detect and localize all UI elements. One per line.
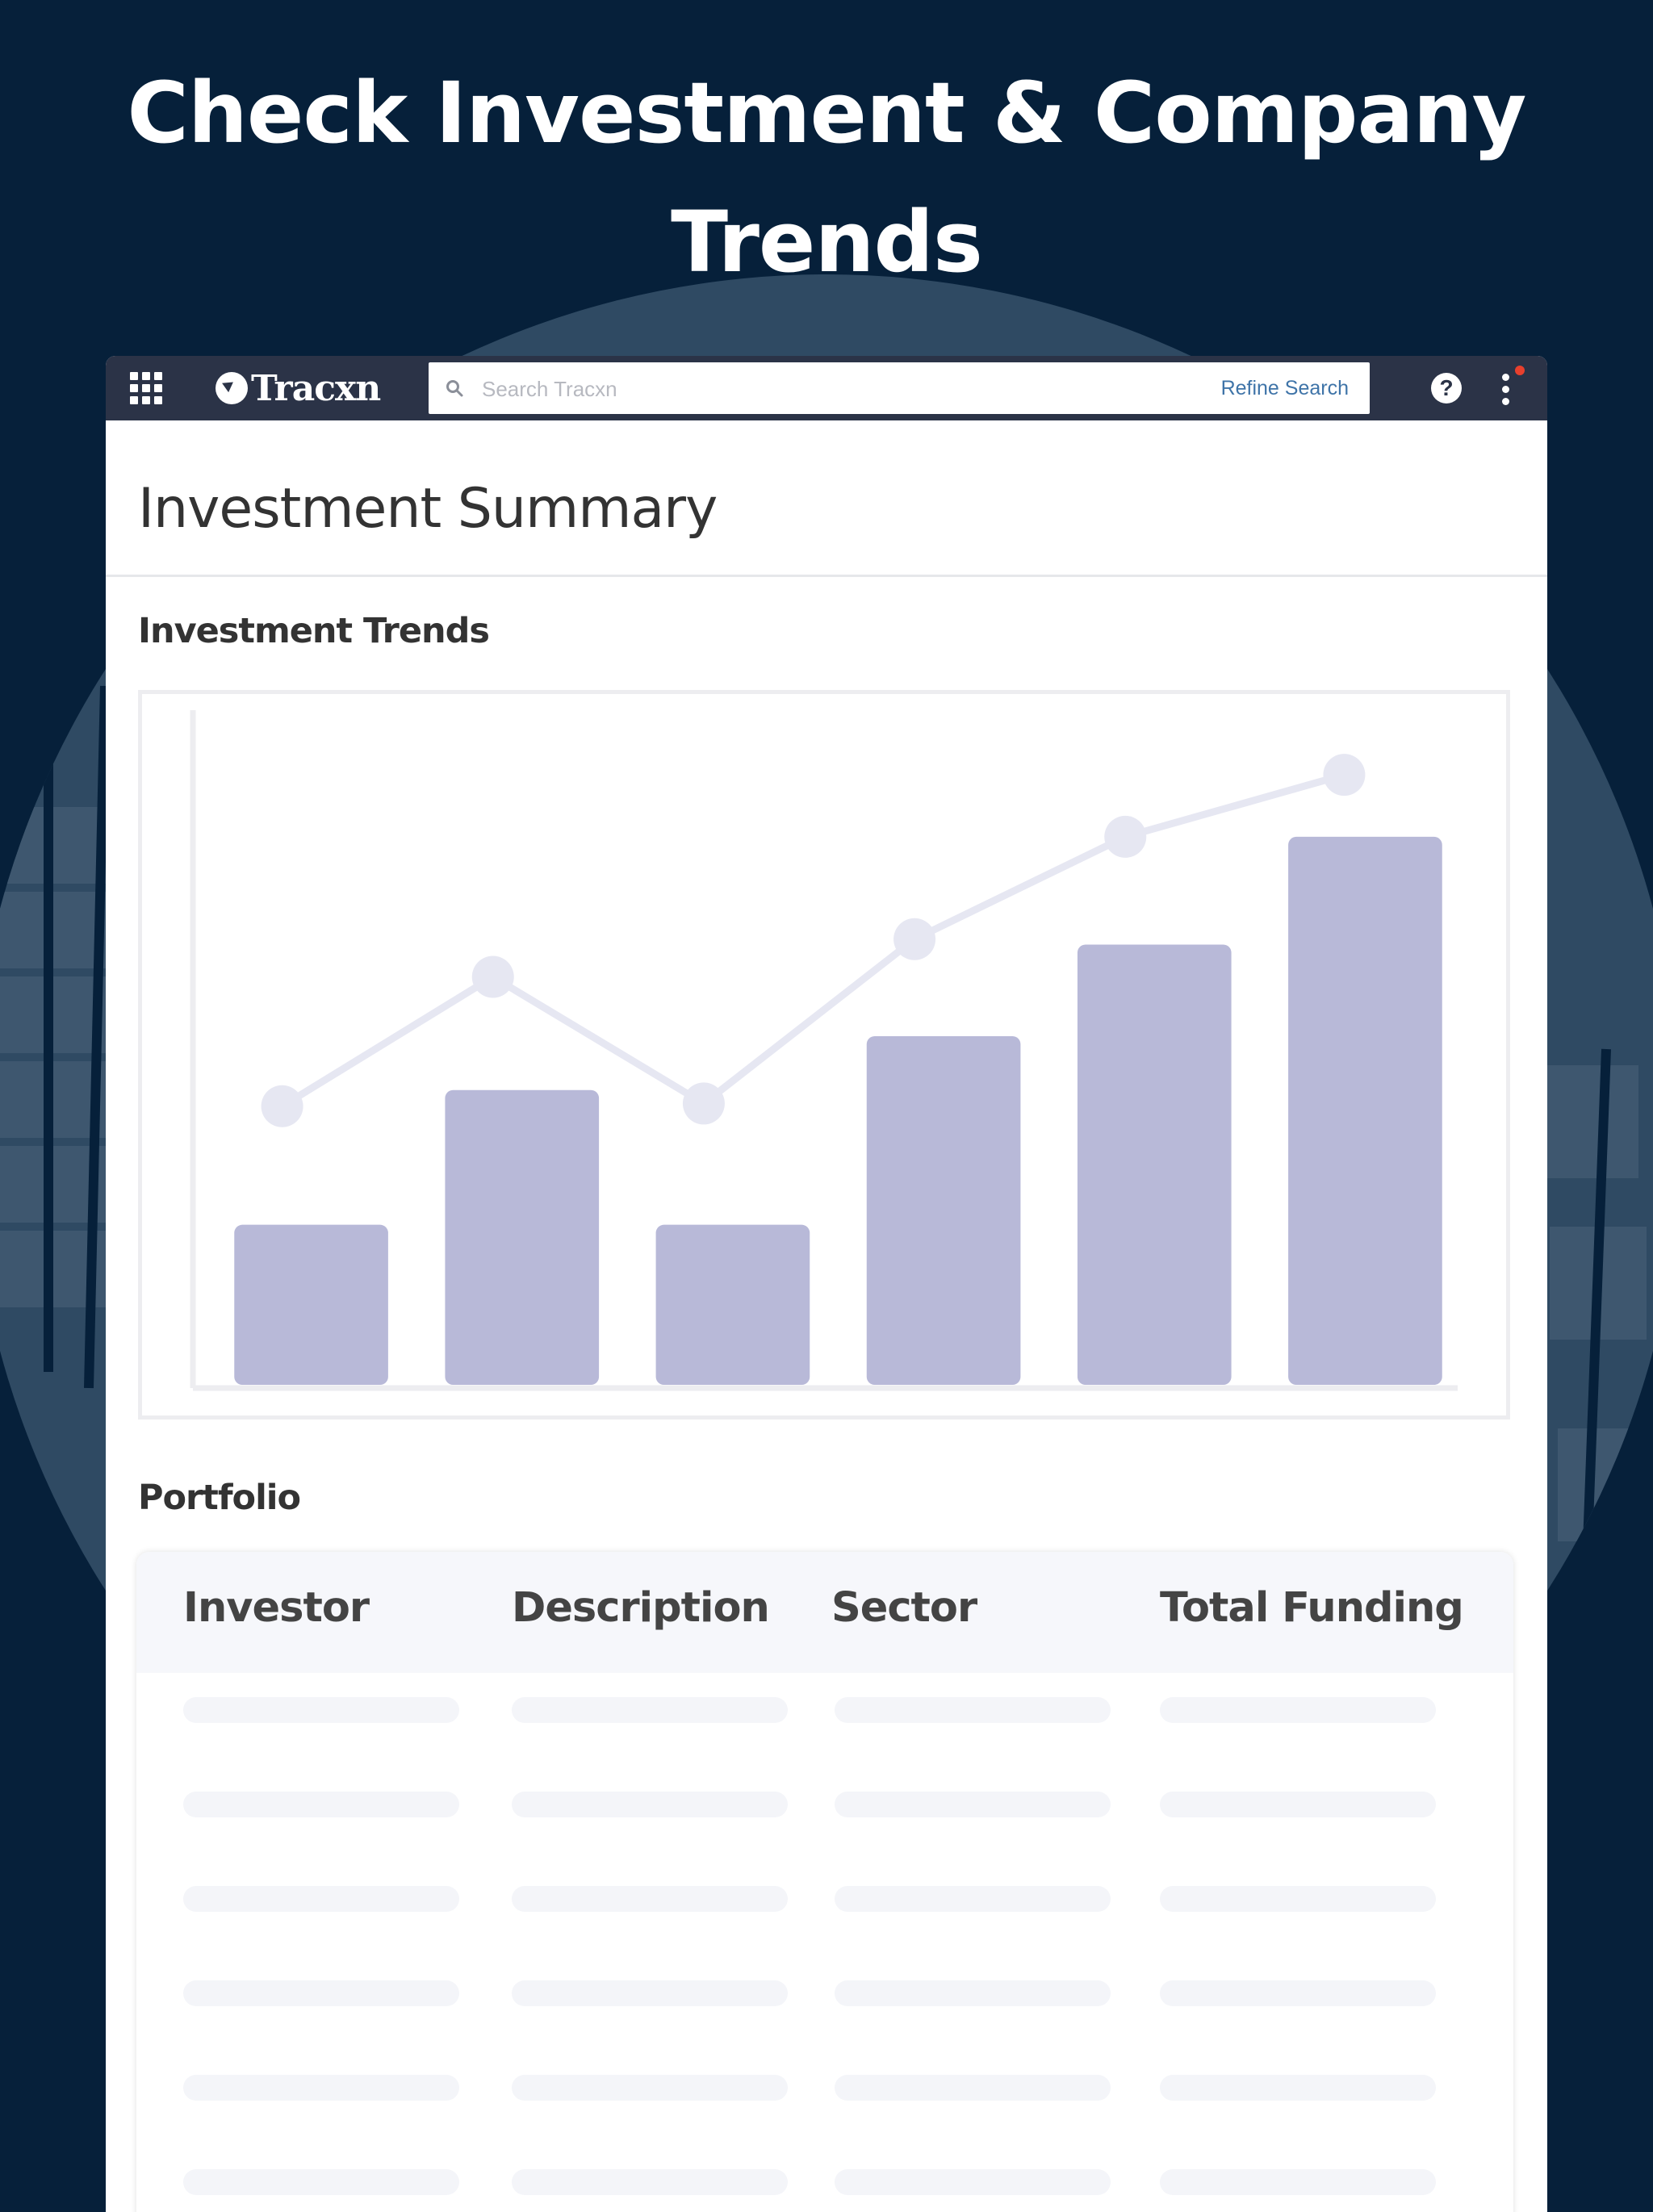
table-cell-placeholder [835,2075,1111,2101]
logo-text: Tracxn [251,367,381,409]
search-bar: Refine Search [429,362,1370,414]
table-cell-placeholder [1160,1886,1436,1912]
table-cell-placeholder [835,1886,1111,1912]
promo-headline-line2: Trends [671,193,983,291]
search-input[interactable] [480,370,1129,408]
apps-grid-icon[interactable] [130,372,162,404]
chart-bar [1077,944,1232,1385]
table-header: Investor Description Sector Total Fundin… [136,1552,1513,1673]
app-window: Tracxn Refine Search ? Investment Summar… [106,356,1547,2212]
table-cell-placeholder [835,2169,1111,2195]
table-cell-placeholder [512,1886,788,1912]
chart-bar [445,1089,600,1385]
table-cell-placeholder [183,1697,459,1723]
section-title-investment-trends: Investment Trends [138,611,490,651]
chart-point [261,1085,303,1127]
column-header-description[interactable]: Description [512,1584,770,1632]
table-cell-placeholder [183,1886,459,1912]
refine-search-link[interactable]: Refine Search [1220,377,1349,399]
table-cell-placeholder [1160,1697,1436,1723]
chart-point [682,1082,725,1125]
chart-bar [866,1035,1021,1385]
top-bar: Tracxn Refine Search ? [106,356,1547,420]
chart-bar [1288,836,1442,1385]
table-cell-placeholder [183,2169,459,2195]
divider [106,575,1547,577]
table-cell-placeholder [835,1697,1111,1723]
chart-point [1104,815,1147,858]
table-cell-placeholder [183,1980,459,2006]
table-cell-placeholder [1160,2075,1436,2101]
chart-bar [234,1224,388,1385]
column-header-total-funding[interactable]: Total Funding [1160,1584,1464,1632]
table-cell-placeholder [512,2075,788,2101]
chart-point [471,955,514,998]
chart-canvas [190,710,1458,1391]
investment-trends-chart [138,690,1510,1420]
table-cell-placeholder [183,2075,459,2101]
chart-point [1323,754,1366,797]
more-options-icon[interactable] [1497,369,1513,409]
section-title-portfolio: Portfolio [138,1478,301,1518]
chart-bar [655,1224,810,1385]
table-cell-placeholder [835,1792,1111,1817]
table-cell-placeholder [1160,1980,1436,2006]
search-icon [446,380,463,397]
portfolio-table: Investor Description Sector Total Fundin… [136,1552,1513,2212]
table-cell-placeholder [1160,2169,1436,2195]
promo-headline: Check Investment & Company Trends [0,48,1653,307]
logo-mark-icon [216,372,248,404]
column-header-sector[interactable]: Sector [831,1584,977,1632]
promo-headline-line1: Check Investment & Company [127,64,1527,162]
table-cell-placeholder [512,1792,788,1817]
column-header-investor[interactable]: Investor [183,1584,370,1632]
chart-trend-line [280,771,1345,1110]
tracxn-logo[interactable]: Tracxn [216,366,381,411]
table-cell-placeholder [512,1980,788,2006]
notification-dot [1515,366,1525,375]
table-cell-placeholder [512,2169,788,2195]
page-title: Investment Summary [138,477,718,541]
table-cell-placeholder [835,1980,1111,2006]
table-cell-placeholder [1160,1792,1436,1817]
table-cell-placeholder [512,1697,788,1723]
help-icon[interactable]: ? [1431,373,1462,404]
chart-point [893,918,936,960]
table-cell-placeholder [183,1792,459,1817]
